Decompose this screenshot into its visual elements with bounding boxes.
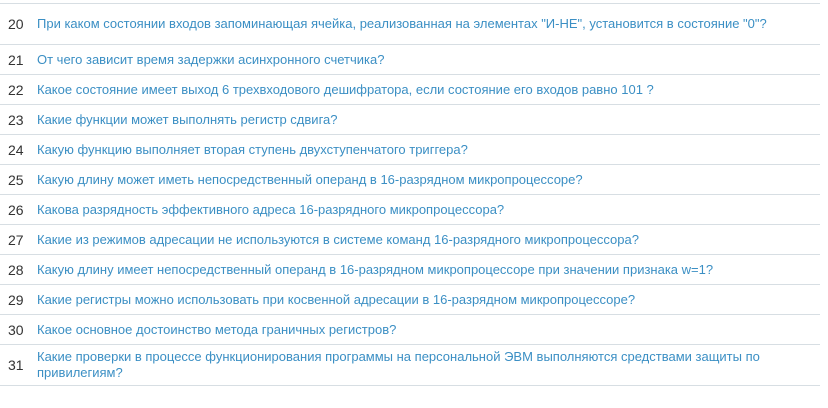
question-link[interactable]: Какие регистры можно использовать при ко… bbox=[37, 291, 636, 307]
question-row: 31 Какие проверки в процессе функциониров… bbox=[0, 345, 820, 386]
question-link[interactable]: Какие функции может выполнять регистр сд… bbox=[37, 111, 338, 127]
question-number: 28 bbox=[8, 261, 24, 278]
question-row: 25 Какую длину может иметь непосредственн… bbox=[0, 165, 820, 195]
question-number: 20 bbox=[8, 16, 24, 32]
question-number: 22 bbox=[8, 81, 24, 98]
question-row: 27 Какие из режимов адресации не использу… bbox=[0, 225, 820, 255]
question-link[interactable]: Какую функцию выполняет вторая ступень д… bbox=[37, 141, 468, 157]
question-number: 30 bbox=[8, 321, 24, 338]
question-row: 24 Какую функцию выполняет вторая ступень… bbox=[0, 135, 820, 165]
question-link[interactable]: Какую длину имеет непосредственный опера… bbox=[37, 261, 714, 277]
question-row: 29 Какие регистры можно использовать при … bbox=[0, 285, 820, 315]
question-number: 26 bbox=[8, 201, 24, 218]
question-row: 26 Какова разрядность эффективного адреса… bbox=[0, 195, 820, 225]
question-row: 23 Какие функции может выполнять регистр … bbox=[0, 105, 820, 135]
question-number: 27 bbox=[8, 231, 24, 248]
question-link[interactable]: При каком состоянии входов запоминающая … bbox=[37, 16, 767, 31]
question-link[interactable]: Какие из режимов адресации не используют… bbox=[37, 231, 639, 247]
question-row: 21 От чего зависит время задержки асинхро… bbox=[0, 45, 820, 75]
question-number: 21 bbox=[8, 51, 24, 68]
question-number: 29 bbox=[8, 291, 24, 308]
question-number: 25 bbox=[8, 171, 24, 188]
question-link[interactable]: Какие проверки в процессе функционирован… bbox=[37, 349, 760, 380]
question-row: 30 Какое основное достоинство метода гран… bbox=[0, 315, 820, 345]
question-link[interactable]: Какую длину может иметь непосредственный… bbox=[37, 171, 583, 187]
question-list: 20 При каком состоянии входов запоминающа… bbox=[0, 3, 820, 386]
question-number: 31 bbox=[8, 357, 24, 373]
question-row: 28 Какую длину имеет непосредственный опе… bbox=[0, 255, 820, 285]
question-link[interactable]: От чего зависит время задержки асинхронн… bbox=[37, 51, 385, 67]
question-number: 23 bbox=[8, 111, 24, 128]
question-number: 24 bbox=[8, 141, 24, 158]
question-row: 20 При каком состоянии входов запоминающа… bbox=[0, 4, 820, 45]
question-link[interactable]: Какое основное достоинство метода гранич… bbox=[37, 321, 397, 337]
question-row: 22 Какое состояние имеет выход 6 трехвход… bbox=[0, 75, 820, 105]
question-link[interactable]: Какова разрядность эффективного адреса 1… bbox=[37, 201, 505, 217]
question-link[interactable]: Какое состояние имеет выход 6 трехвходов… bbox=[37, 81, 654, 97]
